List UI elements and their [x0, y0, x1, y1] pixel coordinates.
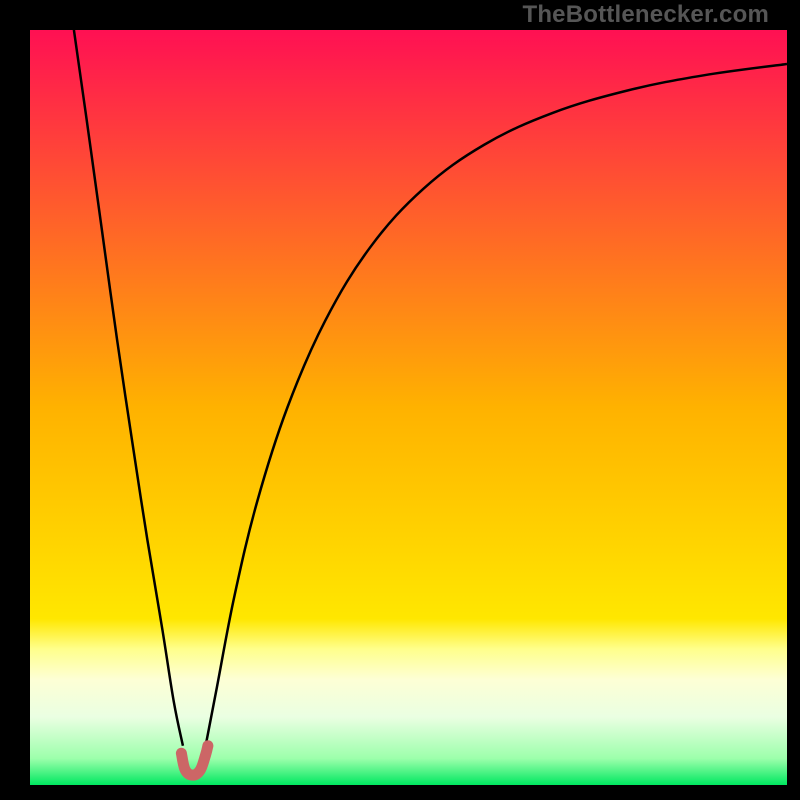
- gradient-plot: [30, 30, 787, 785]
- gradient-background: [30, 30, 787, 785]
- plot-area: [30, 30, 787, 785]
- chart-frame: TheBottlenecker.com: [0, 0, 800, 800]
- watermark-text: TheBottlenecker.com: [522, 0, 769, 30]
